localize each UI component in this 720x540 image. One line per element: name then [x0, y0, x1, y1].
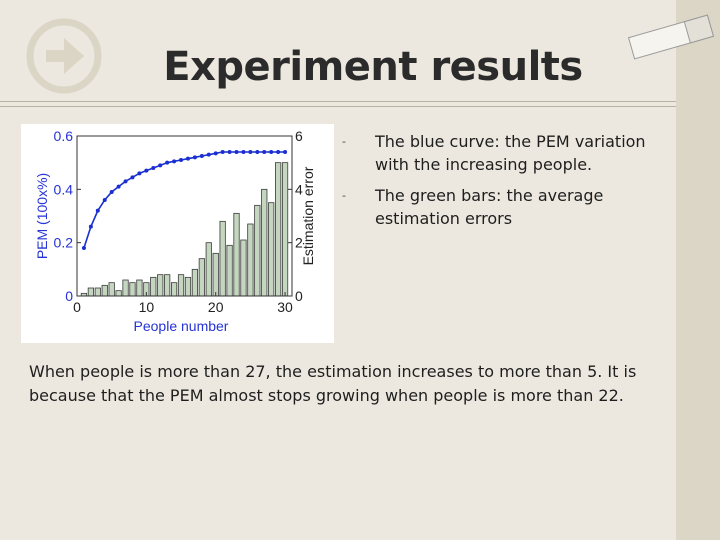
bullet-item: - The blue curve: the PEM variation with …	[342, 130, 662, 176]
pem-point	[220, 150, 225, 154]
error-bar	[212, 252, 219, 297]
error-bar	[108, 282, 115, 297]
error-bar	[87, 287, 94, 297]
x-tick-label: 20	[208, 299, 224, 315]
error-bar	[150, 276, 157, 297]
x-tick-label: 0	[73, 299, 81, 315]
error-bar	[101, 284, 108, 297]
bullet-list: - The blue curve: the PEM variation with …	[342, 130, 662, 238]
y-left-tick-label: 0.4	[54, 181, 74, 197]
y-right-tick-label: 0	[295, 288, 303, 304]
y-left-tick-label: 0	[65, 288, 73, 304]
bullet-text: The green bars: the average estimation e…	[375, 186, 604, 228]
y-right-tick-label: 2	[295, 235, 303, 251]
bullet-text: The blue curve: the PEM variation with t…	[375, 132, 646, 174]
pem-point	[102, 198, 107, 202]
error-bar	[198, 258, 205, 297]
error-bar	[157, 274, 164, 297]
pem-point	[206, 152, 211, 157]
pem-point	[269, 150, 274, 154]
pem-point	[158, 163, 163, 168]
x-tick-label: 10	[139, 299, 155, 315]
error-bar	[275, 162, 282, 297]
pem-point	[248, 150, 253, 154]
error-bar	[170, 282, 178, 297]
pem-point	[192, 155, 197, 160]
x-axis-label: People number	[134, 318, 229, 334]
error-bar	[226, 244, 233, 297]
pem-point	[137, 171, 142, 176]
pem-point	[241, 150, 246, 154]
pem-point	[116, 184, 121, 189]
pem-point	[179, 158, 184, 162]
bullet-item: - The green bars: the average estimation …	[342, 184, 662, 230]
pem-point	[88, 224, 93, 229]
error-bar	[254, 204, 261, 297]
error-bar	[281, 162, 289, 297]
right-decorative-band	[676, 0, 720, 540]
title-divider-secondary	[0, 106, 676, 107]
error-bar	[94, 287, 101, 297]
error-bar	[164, 274, 171, 297]
error-bar	[240, 239, 247, 297]
pem-point	[151, 166, 156, 170]
pem-point	[213, 151, 218, 156]
pem-point	[185, 156, 190, 161]
pem-point	[283, 150, 288, 154]
bullet-dash: -	[342, 135, 346, 148]
x-tick-label: 30	[277, 299, 293, 315]
error-bar	[184, 276, 192, 297]
pem-point	[81, 246, 86, 250]
error-bar	[219, 220, 226, 297]
error-bar	[136, 279, 143, 297]
plot-frame	[76, 135, 293, 297]
pem-point	[130, 175, 135, 180]
error-bar	[261, 188, 268, 297]
title-divider	[0, 101, 676, 102]
pem-point	[144, 168, 149, 173]
pem-point	[199, 154, 204, 158]
error-bar	[233, 212, 240, 297]
error-bar	[191, 268, 199, 297]
pem-point	[123, 179, 128, 184]
pem-point	[227, 150, 232, 154]
pem-point	[255, 150, 260, 154]
y-right-tick-label: 6	[295, 128, 303, 144]
bullet-dash: -	[342, 189, 346, 202]
pem-point	[276, 150, 281, 154]
error-bar	[205, 242, 212, 297]
arrow-right-circle-icon	[26, 18, 102, 94]
pem-point	[109, 190, 114, 194]
pem-point	[262, 150, 267, 154]
pem-point	[95, 208, 100, 213]
error-bar	[247, 223, 254, 297]
y-right-tick-label: 4	[295, 181, 303, 197]
chart-panel: 0 10 20 30 0 0.2 0.4 0.6 0 2 4 6 PEM (100x%) Estima…	[21, 124, 334, 343]
error-bar	[115, 290, 122, 297]
error-bar	[122, 279, 129, 297]
conclusion-paragraph: When people is more than 27, the estimat…	[29, 362, 637, 405]
tape-strip-icon	[627, 14, 715, 60]
y-axis-label-left: PEM (100x%)	[34, 173, 50, 259]
error-bar	[129, 282, 136, 297]
error-bar	[268, 202, 275, 297]
y-left-tick-label: 0.2	[54, 235, 74, 251]
y-left-tick-label: 0.6	[54, 128, 74, 144]
y-axis-label-right: Estimation error	[300, 166, 316, 265]
slide-title: Experiment results	[163, 44, 583, 90]
pem-point	[234, 150, 239, 154]
error-bar	[177, 274, 185, 297]
pem-point	[172, 159, 177, 164]
pem-point	[165, 160, 170, 165]
